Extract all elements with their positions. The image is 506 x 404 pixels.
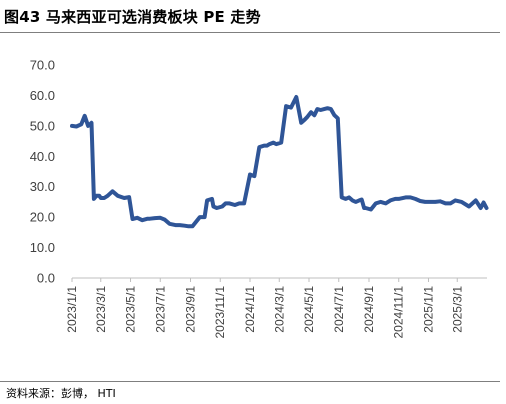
y-tick-label: 20.0 [30,210,55,225]
x-tick-label: 2025/3/1 [450,286,464,333]
x-tick-label: 2024/11/1 [392,286,406,339]
x-tick-label: 2023/7/1 [153,286,167,333]
y-axis: 0.0 10.0 20.0 30.0 40.0 50.0 60.0 70.0 [30,58,55,286]
x-tick-label: 2023/5/1 [124,286,138,333]
x-tick-label: 2024/3/1 [272,286,286,333]
x-tick-label: 2024/7/1 [332,286,346,333]
x-axis: 2023/1/1 2023/3/1 2023/5/1 2023/7/1 2023/9/1… [65,277,487,339]
x-tick-label: 2023/1/1 [65,286,79,333]
source-note: 资料来源：彭博， HTI [6,387,116,400]
x-tick-label: 2024/9/1 [362,286,376,333]
source-divider [0,381,500,382]
x-tick-label: 2025/1/1 [421,286,435,333]
series-line [70,95,489,229]
y-tick-label: 10.0 [30,240,55,255]
series-group [70,95,489,229]
x-tick-label: 2023/3/1 [94,286,108,333]
y-tick-label: 40.0 [30,149,55,164]
x-tick-label: 2024/5/1 [302,286,316,333]
y-tick-label: 70.0 [30,58,55,73]
y-tick-label: 0.0 [37,271,55,286]
x-tick-label: 2024/1/1 [243,286,257,333]
x-tick-label: 2023/11/1 [213,286,227,339]
x-tick-label: 2023/9/1 [184,286,198,333]
y-tick-label: 30.0 [30,179,55,194]
y-tick-label: 60.0 [30,88,55,103]
chart-title: 图43 马来西亚可选消费板块 PE 走势 [4,8,261,26]
title-divider [0,32,500,33]
y-tick-label: 50.0 [30,118,55,133]
